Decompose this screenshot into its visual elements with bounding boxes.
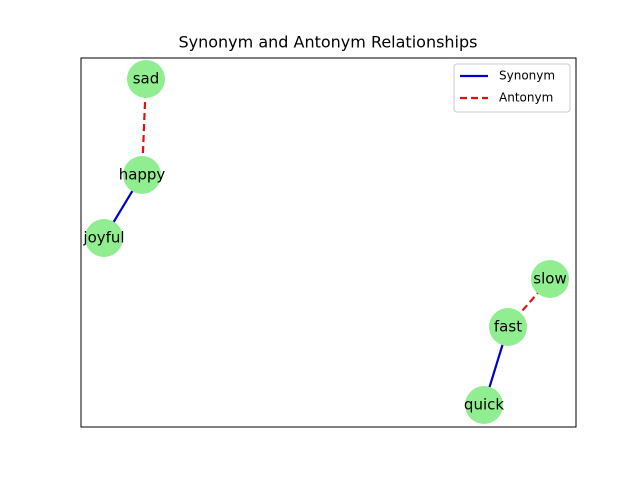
node (85, 219, 123, 257)
frame (80, 57, 577, 428)
legend-label: Antonym (499, 91, 553, 105)
node-label: slow (533, 270, 566, 288)
node (531, 260, 569, 298)
node-label: sad (133, 70, 160, 88)
node-label: happy (119, 166, 166, 184)
legend-label: Synonym (499, 69, 555, 83)
title: Synonym and Antonym Relationships (178, 33, 477, 52)
legend: Synonym Antonym (453, 63, 571, 113)
nodes: sad happy joyful slow fast quick (82, 60, 569, 424)
node-label: fast (494, 318, 522, 336)
node-label: quick (464, 396, 504, 414)
node (465, 386, 503, 424)
node-label: joyful (82, 229, 124, 247)
node (127, 60, 165, 98)
node (489, 308, 527, 346)
node (123, 156, 161, 194)
